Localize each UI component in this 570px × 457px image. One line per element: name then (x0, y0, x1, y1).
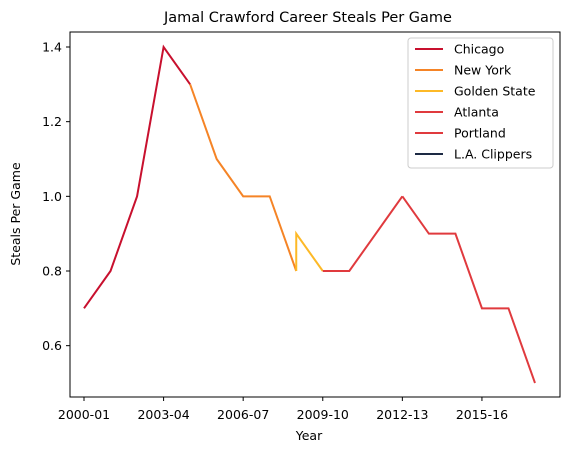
legend-label: Chicago (454, 42, 504, 57)
plot-frame (69, 31, 561, 398)
series-line-new-york (189, 83, 298, 272)
x-tick-label: 2015-16 (456, 407, 508, 422)
y-tick-label: 1.4 (42, 40, 62, 55)
x-tick-label: 2006-07 (217, 407, 269, 422)
y-tick-label: 0.6 (42, 338, 62, 353)
y-tick-label: 0.8 (42, 264, 62, 279)
legend-box (407, 37, 554, 169)
x-tick-label: 2009-10 (297, 407, 349, 422)
series-line-golden-state (295, 230, 324, 272)
x-tick-label: 2012-13 (376, 407, 428, 422)
legend-label: Atlanta (454, 105, 499, 120)
y-tick-label: 1.0 (42, 189, 62, 204)
x-tick-label: 2003-04 (137, 407, 189, 422)
series-line-chicago (83, 44, 191, 309)
plot-area (69, 31, 561, 398)
x-axis-label: Year (295, 428, 323, 443)
legend-label: L.A. Clippers (454, 147, 532, 162)
legend: Chicago New York Golden State Atlanta Portla… (407, 37, 554, 169)
series-line-portland (401, 195, 536, 384)
y-axis-label: Steals Per Game (8, 162, 23, 266)
chart-title: Jamal Crawford Career Steals Per Game (163, 10, 452, 26)
legend-label: Portland (454, 126, 506, 141)
legend-label: New York (454, 63, 512, 78)
y-tick-label: 1.2 (42, 114, 62, 129)
x-tick-label: 2000-01 (58, 407, 110, 422)
legend-label: Golden State (454, 84, 536, 99)
y-axis: 0.6 0.8 1.0 1.2 1.4 (42, 40, 70, 353)
series-lines (83, 44, 536, 384)
series-line-atlanta (322, 195, 404, 272)
x-axis: 2000-01 2003-04 2006-07 2009-10 2012-13 2015-… (58, 397, 508, 422)
